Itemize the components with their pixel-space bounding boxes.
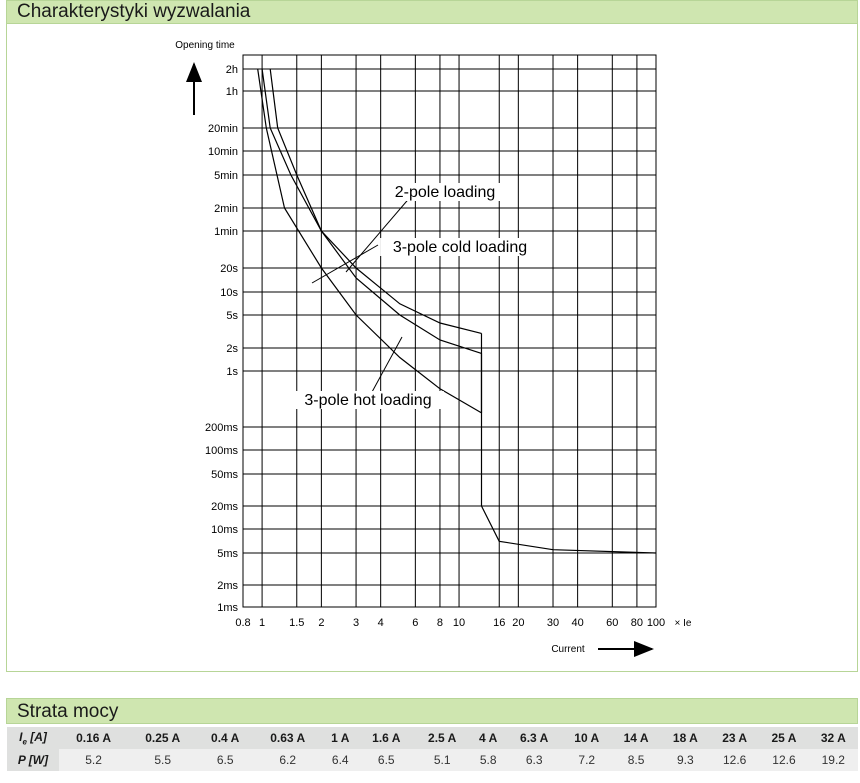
curve-2-pole-loading [269,68,482,334]
current-cell: 1.6 A [358,727,415,749]
curve-3-pole-cold-loading [261,68,482,354]
y-tick-label: 5min [214,170,238,182]
y-tick-label: 100ms [205,445,239,457]
y-tick-label: 2ms [217,580,238,592]
power-cell: 12.6 [710,749,760,771]
current-cell: 0.16 A [59,727,129,749]
x-tick-label: 2 [318,617,324,629]
label-bg-3-pole-hot-loading [292,391,444,409]
power-cell: 7.2 [562,749,612,771]
trip-section-header: Charakterystyki wyzwalania [6,0,858,24]
current-cell: 2.5 A [414,727,471,749]
power-section-header: Strata mocy [6,698,858,724]
plot-frame [242,54,657,608]
x-tick-label: 30 [547,617,559,629]
current-cell: 0.4 A [197,727,254,749]
y-tick-label: 1ms [217,602,238,614]
series-label-3-pole-cold-loading: 3-pole cold loading [393,239,527,256]
y-tick-label: 20min [208,123,238,135]
current-cell: 1 A [322,727,359,749]
row-label-current-symbol: I [19,729,23,744]
x-axis-unit: × Ie [675,618,692,629]
x-tick-label: 1.5 [289,617,304,629]
curve-magnetic-trip [480,412,657,554]
power-cell: 12.6 [759,749,809,771]
x-tick-label: 20 [512,617,524,629]
trip-characteristic-chart: 0.8 1 1.5 2 3 4 6 8 10 16 20 30 40 60 80 100 2h 1h 20min 10… [175,40,692,657]
series-label-2-pole-loading: 2-pole loading [395,184,496,201]
label-bg-2-pole-loading [385,183,505,201]
current-cell: 32 A [808,727,858,749]
current-cell: 0.63 A [253,727,323,749]
y-tick-label: 1h [226,86,238,98]
x-tick-label: 80 [631,617,643,629]
y-axis-title: Opening time [175,40,235,51]
curve-3-pole-hot-loading [257,68,482,414]
power-cell: 6.5 [197,749,254,771]
row-label-current: Ie [A] [7,727,59,749]
power-cell: 6.5 [358,749,415,771]
y-tick-label: 50ms [211,469,238,481]
current-cell: 23 A [710,727,760,749]
leader-line-2-pole-loading [345,194,413,273]
x-tick-label: 6 [412,617,418,629]
power-cell: 6.4 [322,749,359,771]
power-cell: 5.8 [470,749,507,771]
y-tick-label: 200ms [205,422,239,434]
label-bg-3-pole-cold-loading [380,238,540,256]
power-cell: 6.2 [253,749,323,771]
current-cell: 6.3 A [506,727,563,749]
power-cell: 8.5 [611,749,661,771]
x-tick-label: 40 [571,617,583,629]
y-tick-label: 2s [226,343,238,355]
y-tick-label: 20ms [211,501,238,513]
y-tick-label: 5ms [217,548,238,560]
x-tick-label: 4 [378,617,384,629]
leader-line-3-pole-cold-loading [311,244,379,284]
current-cell: 25 A [759,727,809,749]
y-tick-label: 20s [220,263,238,275]
power-cell: 5.2 [59,749,129,771]
power-cell: 5.5 [128,749,198,771]
x-tick-label: 60 [606,617,618,629]
series-label-3-pole-hot-loading: 3-pole hot loading [304,392,431,409]
current-cell: 14 A [611,727,661,749]
y-tick-label: 2min [214,203,238,215]
trip-section-title: Charakterystyki wyzwalania [17,1,251,22]
y-tick-label: 1s [226,366,238,378]
row-label-power: P [W] [7,749,59,771]
x-tick-label: 1 [259,617,265,629]
y-tick-label: 10s [220,287,238,299]
table-row-power: P [W] 5.2 5.5 6.5 6.2 6.4 6.5 5.1 5.8 6.3 7.2 8.5 9… [7,749,858,771]
current-cell: 0.25 A [128,727,198,749]
x-tick-label: 16 [493,617,505,629]
current-cell: 18 A [660,727,710,749]
power-cell: 6.3 [506,749,563,771]
row-label-current-subscript: e [22,737,27,747]
row-label-current-unit: [A] [26,729,47,744]
x-axis-title: Current [551,644,585,655]
y-tick-label: 1min [214,226,238,238]
y-tick-label: 10min [208,146,238,158]
power-section-title: Strata mocy [17,701,119,722]
power-cell: 19.2 [808,749,858,771]
x-tick-label: 8 [437,617,443,629]
y-tick-label: 5s [226,310,238,322]
current-cell: 10 A [562,727,612,749]
x-tick-label: 100 [647,617,665,629]
x-tick-label: 0.8 [235,617,250,629]
leader-line-3-pole-hot-loading [371,336,403,393]
power-cell: 9.3 [660,749,710,771]
current-cell: 4 A [470,727,507,749]
y-tick-label: 2h [226,64,238,76]
y-tick-label: 10ms [211,524,238,536]
power-cell: 5.1 [414,749,471,771]
x-tick-label: 10 [453,617,465,629]
x-tick-label: 3 [353,617,359,629]
